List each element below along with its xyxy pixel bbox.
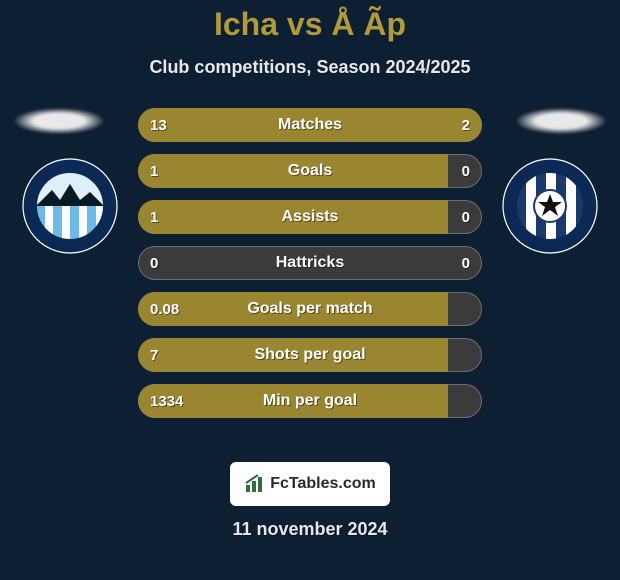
stat-fill-left <box>138 292 448 326</box>
stat-row: 132Matches <box>138 108 482 142</box>
page-title: Icha vs Å Ã­p <box>214 6 406 43</box>
stat-value-right: 0 <box>462 154 470 188</box>
stat-value-left: 1 <box>150 154 158 188</box>
stat-fill-left <box>138 154 448 188</box>
comparison-card: Icha vs Å Ã­p Club competitions, Season … <box>0 0 620 580</box>
brand-text: FcTables.com <box>270 475 376 493</box>
stat-row: 1334Min per goal <box>138 384 482 418</box>
chart-icon <box>244 474 264 494</box>
stat-value-left: 1 <box>150 200 158 234</box>
club-crest-right <box>500 156 600 256</box>
stat-row: 10Assists <box>138 200 482 234</box>
stat-fill-left <box>138 384 448 418</box>
stat-fill-left <box>138 108 406 142</box>
stat-value-left: 1334 <box>150 384 183 418</box>
stat-bars: 132Matches10Goals10Assists00Hattricks0.0… <box>138 108 482 418</box>
stat-value-left: 0 <box>150 246 158 280</box>
stat-label: Hattricks <box>138 246 482 280</box>
spotlight-left <box>14 108 104 134</box>
page-subtitle: Club competitions, Season 2024/2025 <box>149 57 470 78</box>
stat-row: 0 0Hattricks <box>138 246 482 280</box>
stat-row: 7Shots per goal <box>138 338 482 372</box>
stat-value-right: 0 <box>462 246 470 280</box>
stat-value-right: 0 <box>462 200 470 234</box>
date-text: 11 november 2024 <box>0 519 620 540</box>
stat-value-left: 13 <box>150 108 167 142</box>
stat-row: 0.08Goals per match <box>138 292 482 326</box>
stat-fill-right <box>406 108 482 142</box>
stat-row: 10Goals <box>138 154 482 188</box>
stat-fill-left <box>138 200 448 234</box>
club-crest-left <box>20 156 120 256</box>
arena: 132Matches10Goals10Assists00Hattricks0.0… <box>0 102 620 580</box>
brand-badge: FcTables.com <box>230 462 390 506</box>
spotlight-right <box>516 108 606 134</box>
stat-value-left: 7 <box>150 338 158 372</box>
stat-value-right: 2 <box>462 108 470 142</box>
stat-value-left: 0.08 <box>150 292 179 326</box>
stat-fill-left <box>138 338 448 372</box>
